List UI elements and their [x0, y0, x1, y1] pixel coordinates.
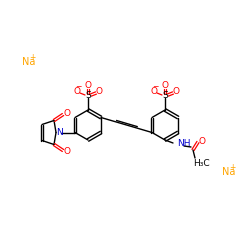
Text: O: O	[64, 147, 70, 156]
Text: H₃C: H₃C	[193, 158, 210, 168]
Text: S: S	[85, 92, 91, 100]
Text: O: O	[150, 88, 158, 96]
Text: Na: Na	[222, 167, 235, 177]
Text: O: O	[162, 82, 168, 90]
Text: −: −	[75, 82, 81, 92]
Text: O: O	[84, 82, 91, 90]
Text: +: +	[29, 54, 35, 62]
Text: −: −	[152, 82, 158, 92]
Text: Na: Na	[22, 57, 36, 67]
Text: S: S	[162, 92, 168, 100]
Text: O: O	[96, 88, 102, 96]
Text: O: O	[74, 88, 80, 96]
Text: NH: NH	[177, 138, 190, 147]
Text: O: O	[172, 88, 180, 96]
Text: O: O	[198, 136, 205, 145]
Text: N: N	[56, 128, 62, 137]
Text: +: +	[229, 164, 235, 172]
Text: O: O	[64, 109, 70, 118]
